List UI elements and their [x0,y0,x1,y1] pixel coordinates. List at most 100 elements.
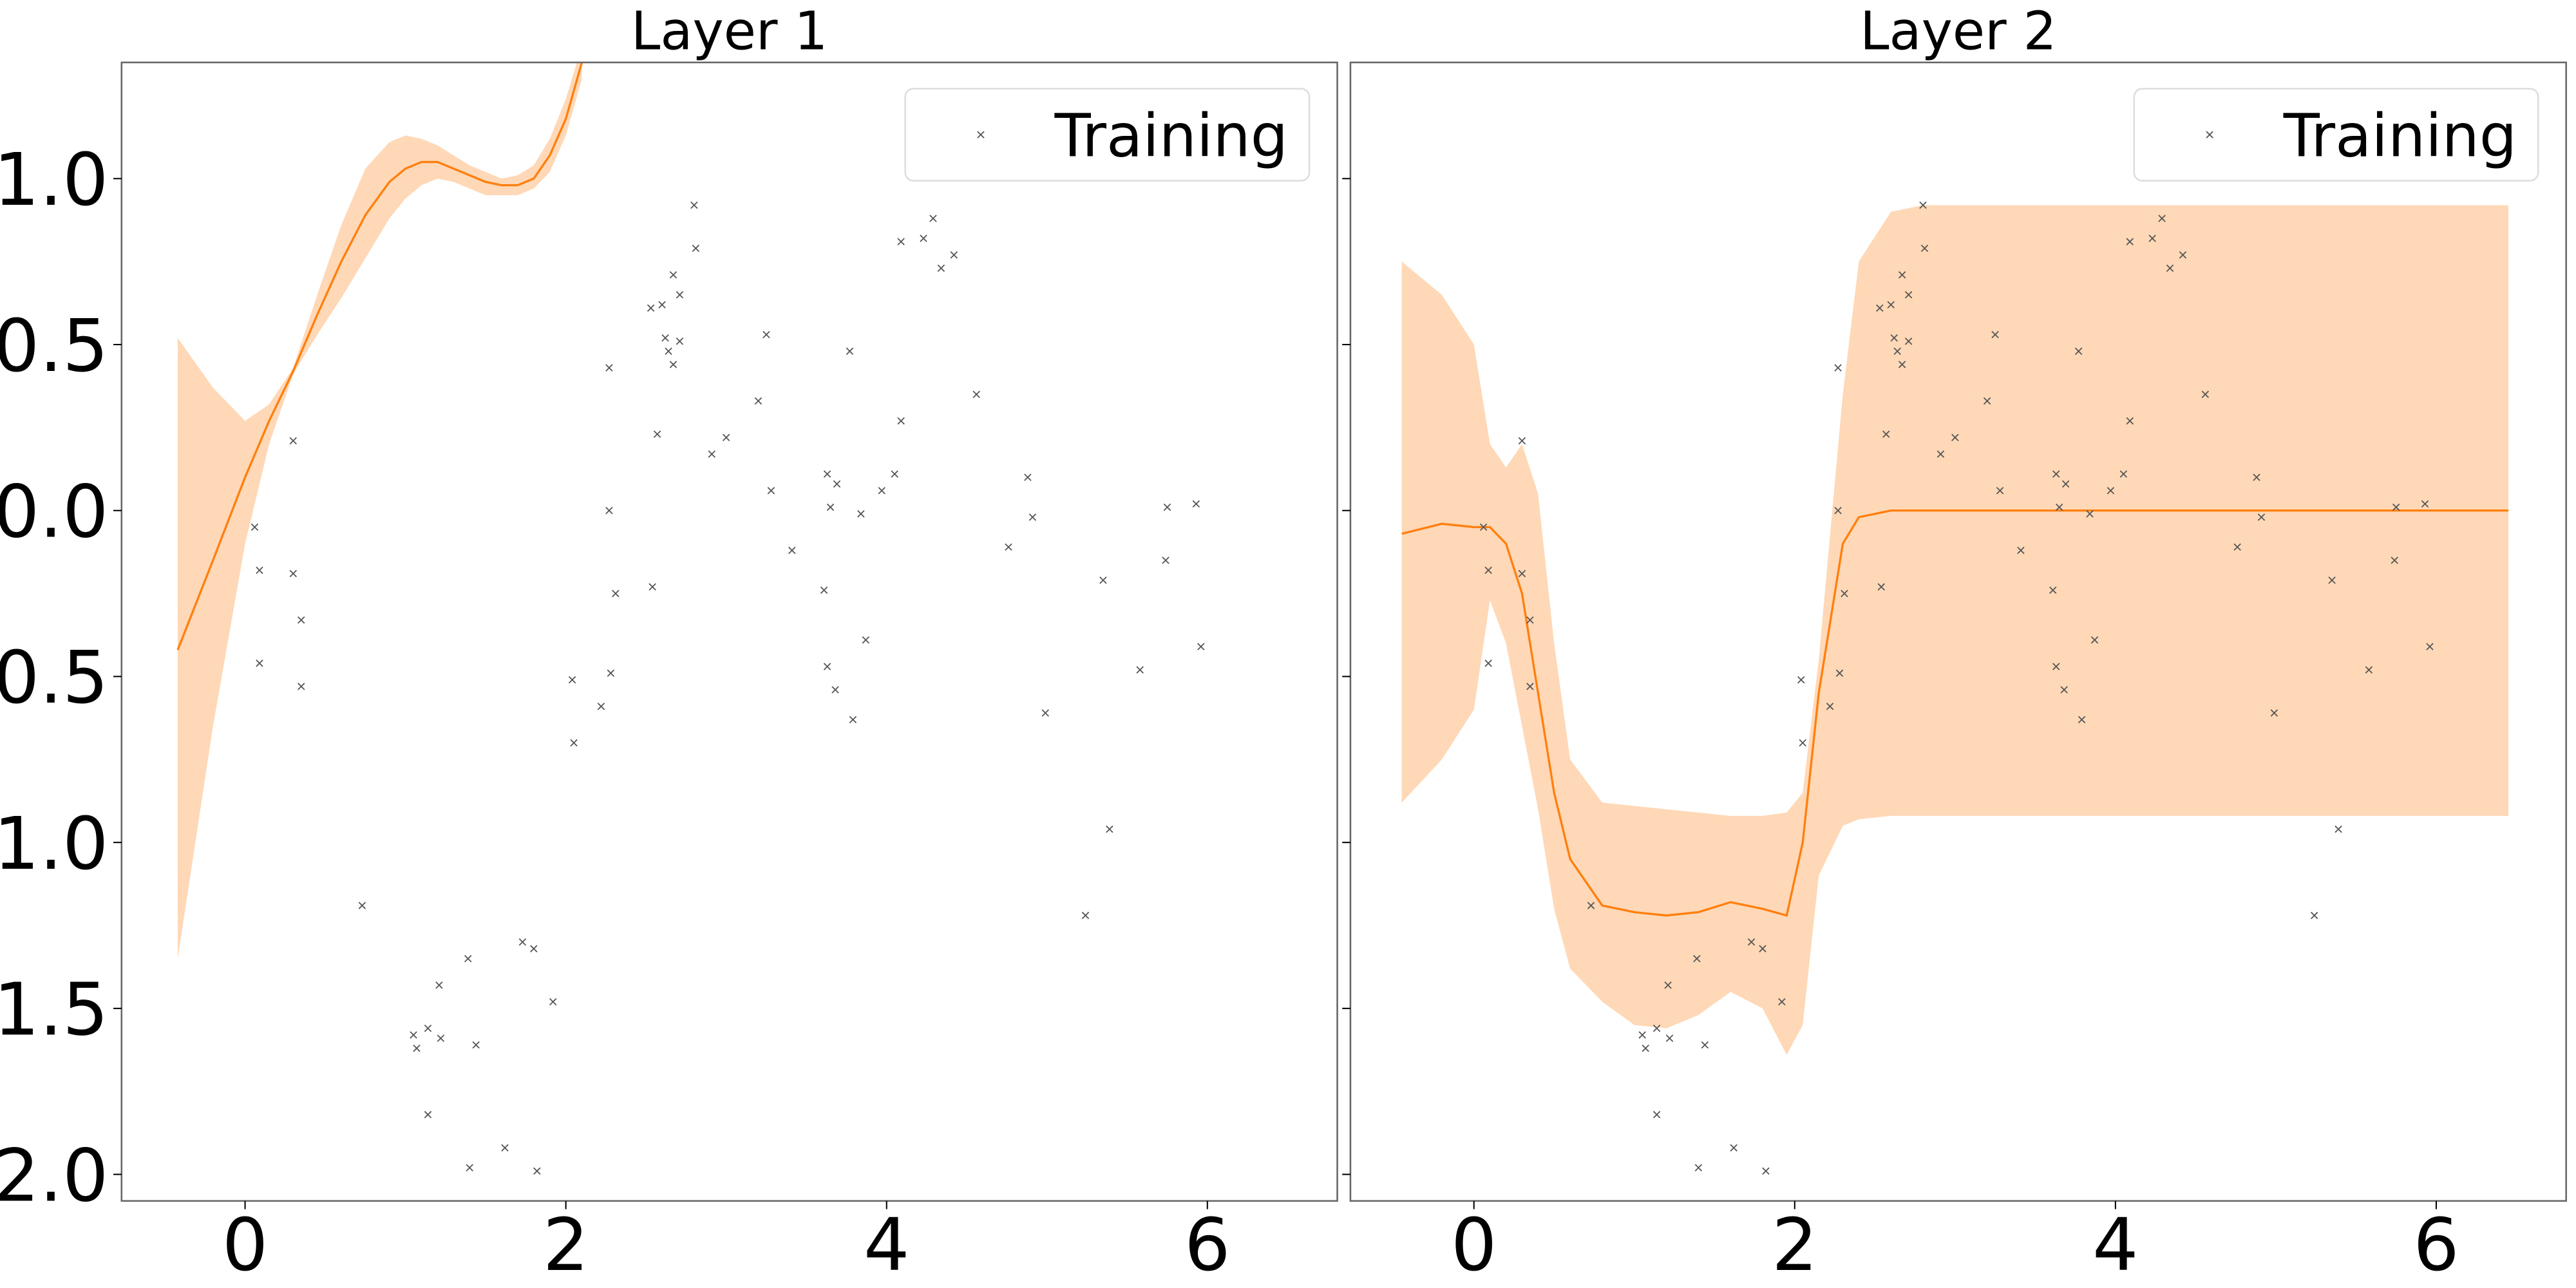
training-point [256,659,263,667]
training-point [647,304,655,312]
y-tick-label: −1.5 [0,969,108,1052]
training-point [1882,430,1890,438]
training-point [2126,238,2134,245]
training-point [2017,546,2025,554]
training-point [2201,390,2210,399]
training-point [676,337,684,345]
training-point [658,301,666,308]
training-point [297,616,305,624]
training-point [2049,586,2057,594]
training-point [1163,503,1171,511]
training-point [437,1034,445,1042]
x-tick-label: 0 [1451,1204,1497,1287]
legend-box [904,88,1311,182]
training-point [1638,1031,1646,1039]
training-point [1841,589,1848,598]
training-point [2052,470,2060,478]
training-point [2310,911,2318,920]
training-point [1518,569,1526,578]
training-point [1898,271,1906,279]
training-point [1898,361,1906,368]
y-tick-label: −0.5 [0,636,108,720]
training-point [2055,503,2063,511]
training-point [472,1041,480,1049]
training-point [2090,636,2099,644]
training-point [1081,911,1090,920]
training-point [878,487,886,495]
training-point [1665,1034,1674,1042]
training-point [762,330,770,339]
training-point [2166,264,2174,272]
training-point [1192,500,1200,508]
panel-title: Layer 1 [631,1,828,62]
legend-box [2133,88,2539,182]
training-point [2052,663,2060,670]
training-point [929,214,937,222]
mean-line [1401,509,2509,917]
training-point [820,586,828,594]
training-point [2107,487,2115,495]
training-point [530,945,538,952]
training-point [2148,234,2156,242]
training-point [833,480,841,488]
training-point [2270,709,2278,717]
training-point [464,954,472,963]
y-tick-label: −2.0 [0,1134,108,1218]
training-point [1028,513,1037,521]
training-point [1694,1164,1703,1171]
training-point [2126,417,2134,425]
mean-line [176,62,583,650]
training-point [1653,1111,1661,1119]
training-point [2078,715,2086,724]
training-point [1826,703,1834,710]
training-point [1778,998,1786,1006]
legend-label: Training [2283,101,2517,170]
training-point [937,264,945,272]
training-point [2086,510,2094,518]
legend-label: Training [1054,101,1288,170]
training-point [410,1031,417,1039]
training-point [754,397,762,405]
training-point [2253,473,2260,481]
training-point [1762,1167,1770,1175]
training-point [1484,659,1492,667]
panel: Layer 2 0 2 4 6 Training [1342,1,2567,1287]
training-point [862,636,870,644]
training-point [2257,513,2266,521]
training-point [1526,683,1534,690]
training-point [1701,1041,1709,1049]
training-point [669,361,677,368]
training-point [1919,201,1927,209]
training-point [2421,500,2429,508]
axes-frame [120,61,1338,1202]
training-point [1747,938,1756,946]
training-point [690,201,698,209]
x-tick-label: 2 [1772,1204,1817,1287]
training-point [466,1164,473,1171]
y-tick-label: 1.0 [0,138,108,222]
training-point [1642,1044,1649,1052]
training-point [653,430,661,438]
training-point [1991,330,1999,339]
x-tick-label: 2 [543,1204,589,1287]
training-point [424,1025,432,1032]
training-point [1162,556,1170,564]
training-point [1106,825,1113,833]
training-point [289,437,297,445]
training-point [846,347,854,355]
training-point [1904,290,1913,299]
training-point [358,902,366,909]
training-point [2233,543,2241,551]
training-point [1834,507,1842,515]
training-point [607,669,615,677]
training-point [549,998,557,1006]
training-point [1834,364,1842,372]
training-point [767,487,775,495]
training-point [605,364,613,372]
training-point [708,450,715,458]
training-point [1693,954,1701,963]
training-point [920,234,927,242]
training-point [1797,676,1805,684]
training-point [612,589,620,598]
